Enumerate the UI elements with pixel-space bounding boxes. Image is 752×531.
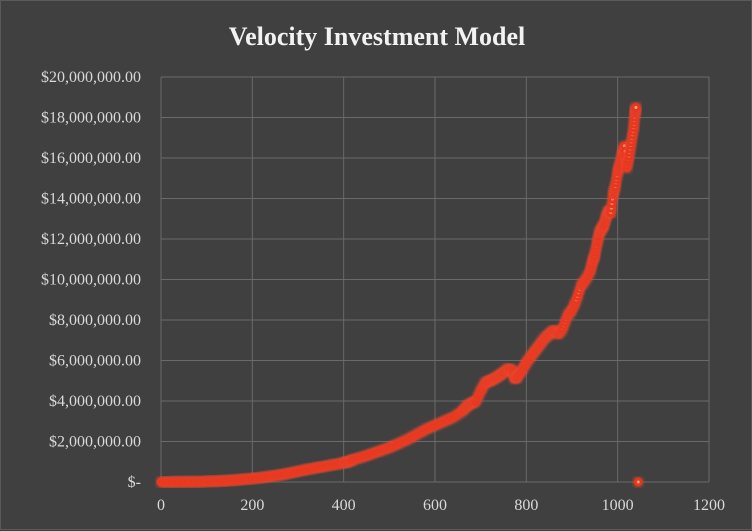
y-tick-label: $16,000,000.00 xyxy=(41,150,141,167)
y-tick-label: $6,000,000.00 xyxy=(49,353,141,370)
y-tick-label: $20,000,000.00 xyxy=(41,69,141,86)
y-axis-ticks: $- $2,000,000.00 $4,000,000.00 $6,000,000.0… xyxy=(41,69,141,491)
x-tick-label: 1000 xyxy=(602,497,634,514)
y-tick-label: $2,000,000.00 xyxy=(49,434,141,451)
chart-title: Velocity Investment Model xyxy=(229,22,526,51)
y-tick-label: $12,000,000.00 xyxy=(41,231,141,248)
x-tick-label: 400 xyxy=(332,497,356,514)
data-point xyxy=(631,102,641,112)
gridlines xyxy=(160,76,710,483)
y-tick-label: $8,000,000.00 xyxy=(49,312,141,329)
y-tick-label: $10,000,000.00 xyxy=(41,272,141,289)
data-points xyxy=(156,102,643,487)
y-tick-label: $18,000,000.00 xyxy=(41,110,141,127)
x-axis-ticks: 0 200 400 600 800 1000 1200 xyxy=(157,497,725,514)
y-tick-label: $- xyxy=(128,474,141,491)
y-tick-label: $4,000,000.00 xyxy=(49,393,141,410)
x-tick-label: 0 xyxy=(157,497,165,514)
x-tick-label: 200 xyxy=(240,497,264,514)
x-tick-label: 600 xyxy=(423,497,447,514)
y-tick-label: $14,000,000.00 xyxy=(41,191,141,208)
data-point xyxy=(633,477,643,487)
x-tick-label: 1200 xyxy=(693,497,725,514)
x-tick-label: 800 xyxy=(514,497,538,514)
